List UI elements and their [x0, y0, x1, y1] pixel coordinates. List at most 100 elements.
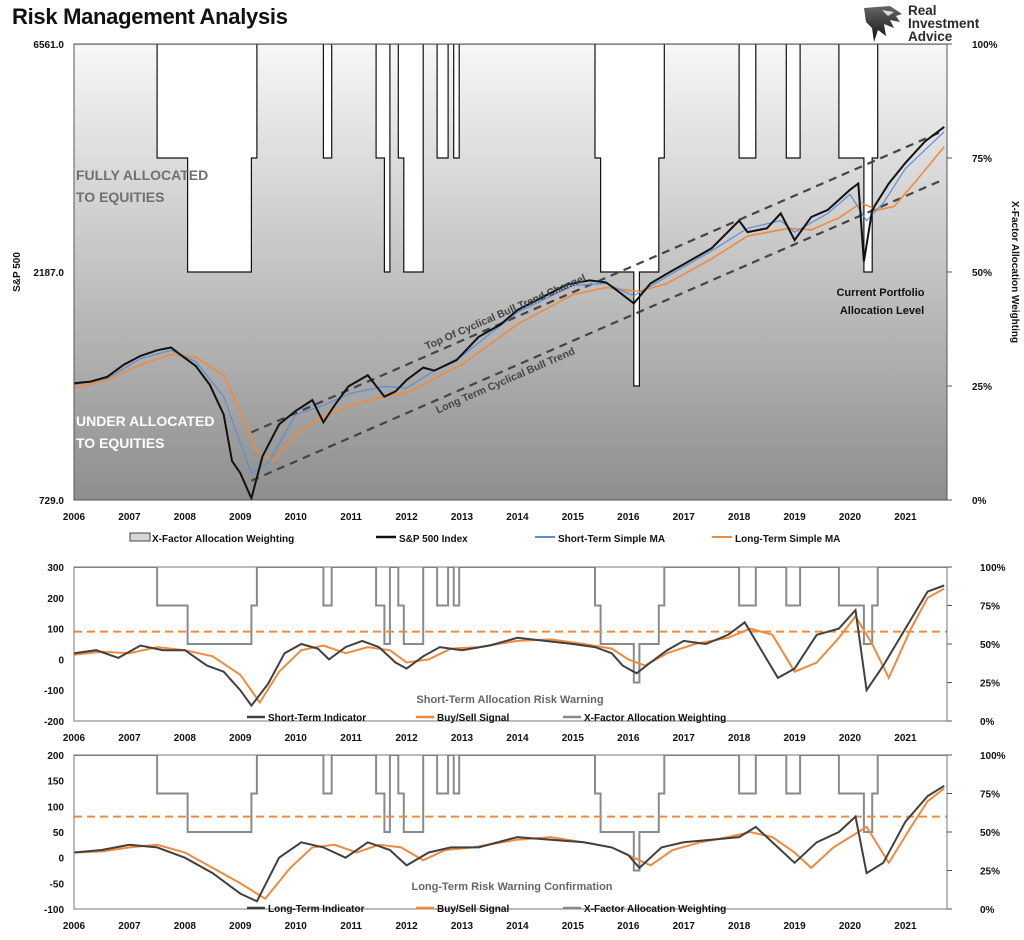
main-y-right-tick-50%: 50%	[972, 268, 992, 279]
legend-lt-signal: Buy/Sell Signal	[437, 904, 509, 915]
p2-y-right-tick-50%: 50%	[980, 640, 1000, 651]
main-xticks-2020: 2020	[839, 512, 862, 523]
legend-allocation-swatch	[129, 532, 151, 542]
p3-xticks-2010: 2010	[285, 921, 308, 932]
main-xticks-2017: 2017	[673, 512, 696, 523]
p3-xticks-2017: 2017	[673, 921, 696, 932]
current-allocation-annotation: Current Portfolio Allocation Level	[836, 287, 927, 317]
legend-st-indicator: Short-Term Indicator	[268, 713, 366, 724]
p3-xticks-2009: 2009	[229, 921, 252, 932]
p3-y-right-tick-100%: 100%	[980, 751, 1006, 762]
p3-y-left-tick-0: 0	[58, 854, 64, 865]
p3-xticks-2013: 2013	[451, 921, 474, 932]
main-xticks-2015: 2015	[562, 512, 585, 523]
p3-xticks-2012: 2012	[395, 921, 418, 932]
p2-y-left-tick-100: 100	[47, 625, 64, 636]
brand-logo: Real Investment Advice	[860, 2, 1010, 46]
p3-y-left-tick--100: -100	[44, 905, 64, 916]
p3-xticks-2011: 2011	[340, 921, 362, 932]
p3-y-left-tick-200: 200	[47, 751, 64, 762]
long-term-chart: 200 150 100 50 0 -50 -100 100% 75% 50% 25% 0% 2006…	[44, 751, 1006, 932]
main-xticks-2009: 2009	[229, 512, 252, 523]
main-xticks-2016: 2016	[617, 512, 640, 523]
p2-xticks-2014: 2014	[506, 733, 529, 744]
legend-allocation: X-Factor Allocation Weighting	[152, 534, 294, 545]
main-xticks-2008: 2008	[174, 512, 197, 523]
p3-y-left-tick-100: 100	[47, 802, 64, 813]
long-term-signal-line	[74, 787, 945, 901]
fully-allocated-annotation: FULLY ALLOCATED TO EQUITIES	[76, 167, 212, 205]
legend-sp500: S&P 500 Index	[399, 534, 468, 545]
p2-xticks-2017: 2017	[673, 733, 696, 744]
p2-y-left-tick--100: -100	[44, 686, 64, 697]
main-chart: 6561.0 2187.0 729.0 100% 75% 50% 25% 0% 2006 20…	[12, 40, 1020, 545]
p2-xticks-2010: 2010	[285, 733, 308, 744]
long-term-xfactor-line	[74, 755, 947, 872]
main-sp500-line	[74, 126, 945, 500]
main-xticks-2018: 2018	[728, 512, 751, 523]
main-y-left-tick-729.0: 729.0	[39, 496, 64, 507]
p2-xticks-2016: 2016	[617, 733, 640, 744]
main-xticks-2014: 2014	[506, 512, 529, 523]
p2-xticks-2009: 2009	[229, 733, 252, 744]
main-short-ma-line	[74, 131, 945, 474]
main-y-right-label: X-Factor Allocation Weighting	[1009, 201, 1020, 343]
p3-xticks-2018: 2018	[728, 921, 751, 932]
p2-xticks-2021: 2021	[894, 733, 917, 744]
p3-xticks-2008: 2008	[174, 921, 197, 932]
legend-long-ma: Long-Term Simple MA	[735, 534, 840, 545]
legend-short-ma: Short-Term Simple MA	[558, 534, 665, 545]
p2-y-right-tick-100%: 100%	[980, 563, 1006, 574]
legend-st-signal: Buy/Sell Signal	[437, 713, 509, 724]
p3-y-right-tick-75%: 75%	[980, 790, 1000, 801]
short-term-legend: Short-Term Indicator Buy/Sell Signal X-F…	[247, 713, 726, 724]
page-title: Risk Management Analysis	[12, 4, 288, 29]
p3-y-right-tick-50%: 50%	[980, 828, 1000, 839]
long-term-title: Long-Term Risk Warning Confirmation	[411, 881, 612, 893]
main-y-right-tick-0%: 0%	[972, 496, 987, 507]
p2-xticks-2020: 2020	[839, 733, 862, 744]
p3-xticks-2007: 2007	[118, 921, 141, 932]
p3-xticks-2006: 2006	[63, 921, 86, 932]
main-xticks-2010: 2010	[285, 512, 308, 523]
p3-xticks-2015: 2015	[562, 921, 585, 932]
under-allocated-annotation: UNDER ALLOCATED TO EQUITIES	[76, 413, 218, 451]
legend-lt-xfactor: X-Factor Allocation Weighting	[584, 904, 726, 915]
main-xticks-2019: 2019	[783, 512, 806, 523]
main-y-right-tick-25%: 25%	[972, 382, 992, 393]
p2-xticks-2008: 2008	[174, 733, 197, 744]
p2-xticks-2007: 2007	[118, 733, 141, 744]
long-term-legend: Long-Term Indicator Buy/Sell Signal X-Fa…	[247, 904, 726, 915]
long-term-indicator-line	[74, 784, 945, 903]
main-long-ma-line	[74, 146, 945, 462]
p2-xticks-2018: 2018	[728, 733, 751, 744]
main-y-left-label: S&P 500	[12, 252, 23, 292]
short-term-title: Short-Term Allocation Risk Warning	[416, 694, 603, 706]
p3-y-right-tick-25%: 25%	[980, 867, 1000, 878]
eagle-logo-icon	[864, 6, 902, 42]
p2-y-right-tick-0%: 0%	[980, 717, 995, 728]
main-allocation-area	[74, 44, 947, 387]
main-xticks-2006: 2006	[63, 512, 86, 523]
p3-xticks-2020: 2020	[839, 921, 862, 932]
main-y-right-tick-75%: 75%	[972, 154, 992, 165]
p3-y-left-tick-150: 150	[47, 777, 64, 788]
p3-xticks-2021: 2021	[894, 921, 917, 932]
main-y-right-tick-100%: 100%	[972, 40, 998, 51]
main-xticks-2011: 2011	[340, 512, 362, 523]
short-term-xfactor-line	[74, 567, 947, 684]
main-legend: X-Factor Allocation Weighting S&P 500 In…	[129, 532, 840, 545]
p2-xticks-2019: 2019	[783, 733, 806, 744]
p2-y-right-tick-25%: 25%	[980, 679, 1000, 690]
p3-xticks-2016: 2016	[617, 921, 640, 932]
main-xticks-2013: 2013	[451, 512, 474, 523]
short-term-chart: 300 200 100 0 -100 -200 100% 75% 50% 25% 0% 2006 2…	[44, 563, 1006, 744]
logo-line-1: Real	[908, 3, 937, 18]
logo-line-3: Advice	[908, 29, 953, 44]
p2-y-left-tick-300: 300	[47, 563, 64, 574]
main-y-left-tick-2187.0: 2187.0	[33, 268, 64, 279]
main-xticks-2021: 2021	[894, 512, 917, 523]
p2-xticks-2015: 2015	[562, 733, 585, 744]
p3-y-left-tick-50: 50	[53, 828, 65, 839]
